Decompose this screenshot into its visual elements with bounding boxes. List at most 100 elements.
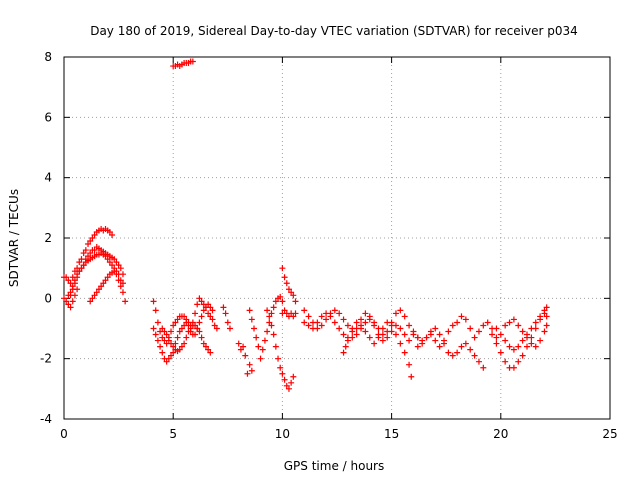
data-point-track-q xyxy=(410,331,417,338)
data-point-track-g xyxy=(170,349,177,356)
data-point-track-d xyxy=(104,274,111,281)
data-point-track-h xyxy=(200,307,207,314)
data-point-track-j xyxy=(266,313,273,320)
data-point-track-n xyxy=(401,313,408,320)
data-point-track-n xyxy=(336,310,343,317)
data-point-track-p xyxy=(362,328,369,335)
data-point-track-r xyxy=(462,316,469,323)
data-point-track-i xyxy=(257,355,264,362)
data-point-track-d xyxy=(71,292,78,299)
data-point-track-g xyxy=(150,325,157,332)
y-tick-label: 6 xyxy=(44,110,52,124)
data-point-track-l xyxy=(292,310,299,317)
data-point-track-h xyxy=(185,322,192,329)
axis-ticks: 0 5 10 15 20 25 -4 -2 0 2 4 6 8 xyxy=(40,50,618,441)
data-point-track-c xyxy=(76,268,83,275)
data-point-track-o xyxy=(323,310,330,317)
data-point-track-u xyxy=(537,337,544,344)
x-tick-label: 25 xyxy=(602,427,617,441)
data-point-track-i xyxy=(248,316,255,323)
data-point-track-r xyxy=(427,331,434,338)
data-point-track-g xyxy=(152,331,159,338)
data-point-track-k xyxy=(285,286,292,293)
data-point-track-u xyxy=(519,328,526,335)
data-point-track-p xyxy=(340,349,347,356)
data-point-track-c xyxy=(119,280,126,287)
data-point-track-o xyxy=(366,313,373,320)
data-point-track-o xyxy=(318,313,325,320)
data-point-track-g xyxy=(192,322,199,329)
data-point-track-s xyxy=(497,349,504,356)
data-point-track-g xyxy=(183,334,190,341)
data-point-track-a xyxy=(85,241,92,248)
data-point-track-p xyxy=(384,319,391,326)
data-point-track-h xyxy=(163,331,170,338)
data-point-track-c xyxy=(109,262,116,269)
data-point-track-o xyxy=(331,319,338,326)
data-point-track-g xyxy=(200,340,207,347)
data-point-track-n xyxy=(323,316,330,323)
x-axis-label: GPS time / hours xyxy=(284,459,385,473)
data-point-track-i xyxy=(272,298,279,305)
data-point-track-u xyxy=(506,319,513,326)
data-point-track-p xyxy=(379,325,386,332)
data-point-track-n xyxy=(406,322,413,329)
data-point-track-d xyxy=(100,280,107,287)
data-point-track-h xyxy=(194,325,201,332)
data-point-track-f xyxy=(194,301,201,308)
y-tick-label: 4 xyxy=(44,171,52,185)
data-point-track-i xyxy=(270,304,277,311)
data-point-track-c xyxy=(69,283,76,290)
data-point-track-f xyxy=(150,298,157,305)
data-point-track-u xyxy=(528,340,535,347)
data-point-track-n xyxy=(340,316,347,323)
data-point-track-p xyxy=(353,319,360,326)
data-point-track-n xyxy=(344,322,351,329)
data-point-track-o xyxy=(314,319,321,326)
data-point-track-u xyxy=(541,328,548,335)
data-point-track-t xyxy=(493,325,500,332)
data-point-track-i xyxy=(253,334,260,341)
data-point-track-p xyxy=(397,340,404,347)
data-point-track-d xyxy=(102,277,109,284)
data-point-track-o xyxy=(388,328,395,335)
data-point-track-s xyxy=(493,340,500,347)
data-point-track-c xyxy=(104,256,111,263)
data-point-track-o xyxy=(358,316,365,323)
data-point-track-p xyxy=(401,349,408,356)
data-point-track-f xyxy=(168,328,175,335)
data-point-track-k xyxy=(279,265,286,272)
data-point-track-n xyxy=(392,310,399,317)
data-point-track-k xyxy=(281,274,288,281)
data-point-track-i xyxy=(251,325,258,332)
data-point-track-d xyxy=(113,271,120,278)
data-point-track-d xyxy=(117,283,124,290)
data-point-track-u xyxy=(510,316,517,323)
data-point-track-g xyxy=(198,334,205,341)
data-point-track-g xyxy=(154,337,161,344)
data-point-track-n xyxy=(397,307,404,314)
data-point-track-o xyxy=(406,337,413,344)
data-point-track-h xyxy=(172,340,179,347)
data-point-track-g xyxy=(163,358,170,365)
data-point-track-t xyxy=(528,325,535,332)
data-point-track-o xyxy=(305,322,312,329)
data-point-track-a xyxy=(89,235,96,241)
data-point-track-o xyxy=(327,313,334,320)
data-point-track-n xyxy=(318,322,325,329)
y-tick-label: 0 xyxy=(44,291,52,305)
data-point-track-a xyxy=(106,228,113,235)
data-point-track-g xyxy=(181,340,188,347)
data-point-track-i xyxy=(220,304,227,311)
data-point-track-b xyxy=(111,256,118,263)
data-point-track-g xyxy=(157,343,164,350)
data-point-track-d xyxy=(111,268,118,275)
data-point-track-j xyxy=(246,361,253,368)
data-point-track-i xyxy=(240,343,247,350)
data-point-track-c xyxy=(102,253,109,260)
data-point-track-n xyxy=(305,313,312,320)
data-point-track-m xyxy=(290,373,297,380)
data-point-track-j xyxy=(268,322,275,329)
data-point-track-b xyxy=(113,259,120,266)
data-point-track-i xyxy=(226,325,233,332)
